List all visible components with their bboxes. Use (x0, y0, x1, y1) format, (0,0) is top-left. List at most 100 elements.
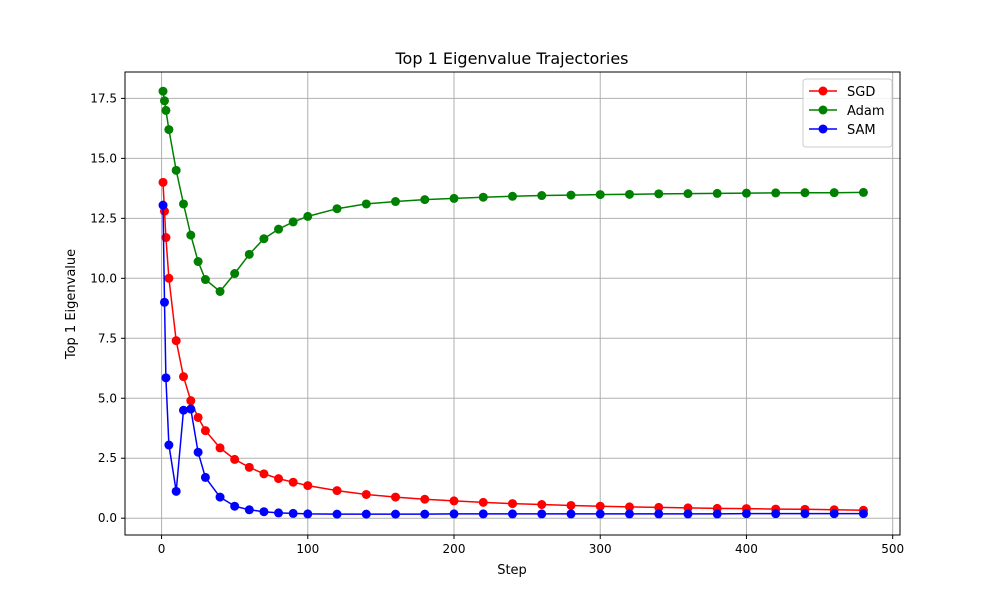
y-tick-label: 12.5 (90, 211, 117, 225)
point-sam (193, 447, 203, 457)
y-tick-label: 5.0 (98, 391, 117, 405)
legend-item-sam: SAM (809, 123, 876, 138)
y-tick-label: 7.5 (98, 331, 117, 345)
point-sam (186, 404, 196, 414)
x-axis-label: Step (497, 563, 527, 578)
point-adam (215, 287, 225, 297)
point-sam (230, 501, 240, 511)
point-sgd (595, 501, 605, 511)
legend-item-sgd: SGD (809, 85, 875, 100)
grid (125, 72, 900, 535)
point-sgd (391, 492, 401, 502)
chart-title: Top 1 Eigenvalue Trajectories (395, 49, 629, 68)
point-sgd (449, 496, 459, 506)
point-adam (800, 188, 810, 198)
legend-label: Adam (847, 104, 885, 119)
point-sam (178, 405, 188, 415)
point-sgd (654, 502, 664, 512)
point-adam (158, 86, 168, 96)
point-adam (159, 96, 169, 106)
point-sam (712, 509, 722, 519)
point-adam (230, 269, 240, 279)
point-sgd (171, 336, 181, 346)
point-adam (478, 192, 488, 202)
point-sgd (624, 502, 634, 512)
point-sam (537, 509, 547, 519)
legend-label: SAM (847, 123, 876, 138)
y-tick-label: 15.0 (90, 151, 117, 165)
point-sgd (478, 497, 488, 507)
y-tick-label: 0.0 (98, 511, 117, 525)
point-sam (200, 472, 210, 482)
point-sam (159, 297, 169, 307)
series-layer (158, 86, 868, 519)
point-adam (595, 190, 605, 200)
point-sam (478, 509, 488, 519)
point-adam (332, 204, 342, 214)
point-adam (829, 188, 839, 198)
point-adam (186, 230, 196, 240)
point-sam (508, 509, 517, 519)
point-adam (274, 224, 284, 234)
point-sgd (215, 443, 225, 453)
point-sgd (193, 412, 203, 422)
point-sgd (230, 454, 240, 464)
legend-item-adam: Adam (809, 104, 885, 119)
point-sgd (244, 462, 254, 472)
point-sam (624, 509, 634, 519)
point-sam (164, 440, 174, 450)
y-tick-label: 2.5 (98, 451, 117, 465)
point-sgd (303, 481, 313, 491)
point-adam (288, 217, 298, 227)
point-adam (858, 187, 868, 197)
x-tick-label: 200 (443, 542, 466, 556)
point-sam (654, 509, 664, 519)
point-sam (566, 509, 576, 519)
y-tick-label: 17.5 (90, 91, 117, 105)
x-tick-label: 400 (735, 542, 758, 556)
series-adam (158, 86, 868, 297)
ticks: 0 100 200 300 400 500 0.0 2.5 5.0 7.5 10.0 12.5 15.0… (90, 91, 904, 556)
point-sam (244, 505, 254, 515)
point-sam (858, 509, 868, 519)
legend: SGD Adam SAM (802, 78, 893, 148)
legend-swatch-marker (818, 105, 828, 115)
legend-label: SGD (847, 85, 875, 100)
point-sgd (537, 500, 547, 510)
point-adam (449, 193, 459, 203)
point-sam (391, 509, 401, 519)
series-sam (158, 200, 868, 519)
point-sam (332, 509, 342, 519)
point-adam (537, 191, 547, 201)
point-sam (303, 509, 313, 519)
point-sgd (274, 474, 284, 484)
y-tick-label: 10.0 (90, 271, 117, 285)
point-sam (829, 509, 839, 519)
point-sam (800, 509, 810, 519)
point-sam (361, 509, 371, 519)
x-tick-label: 300 (589, 542, 612, 556)
point-sam (161, 373, 171, 383)
point-adam (200, 275, 210, 285)
point-sam (449, 509, 459, 519)
point-adam (244, 249, 254, 259)
point-adam (391, 197, 401, 207)
point-sam (288, 508, 298, 518)
point-sgd (361, 489, 371, 499)
point-adam (164, 125, 174, 135)
point-adam (654, 189, 664, 199)
point-sgd (259, 469, 269, 479)
point-sam (158, 200, 168, 210)
point-adam (178, 199, 188, 209)
point-sgd (508, 499, 517, 509)
point-adam (361, 199, 371, 209)
point-adam (771, 188, 781, 198)
point-adam (624, 189, 634, 199)
point-adam (712, 188, 722, 198)
point-adam (508, 191, 517, 201)
series-sgd (158, 177, 868, 515)
point-adam (420, 195, 430, 205)
point-sgd (164, 273, 174, 283)
point-adam (259, 234, 269, 244)
